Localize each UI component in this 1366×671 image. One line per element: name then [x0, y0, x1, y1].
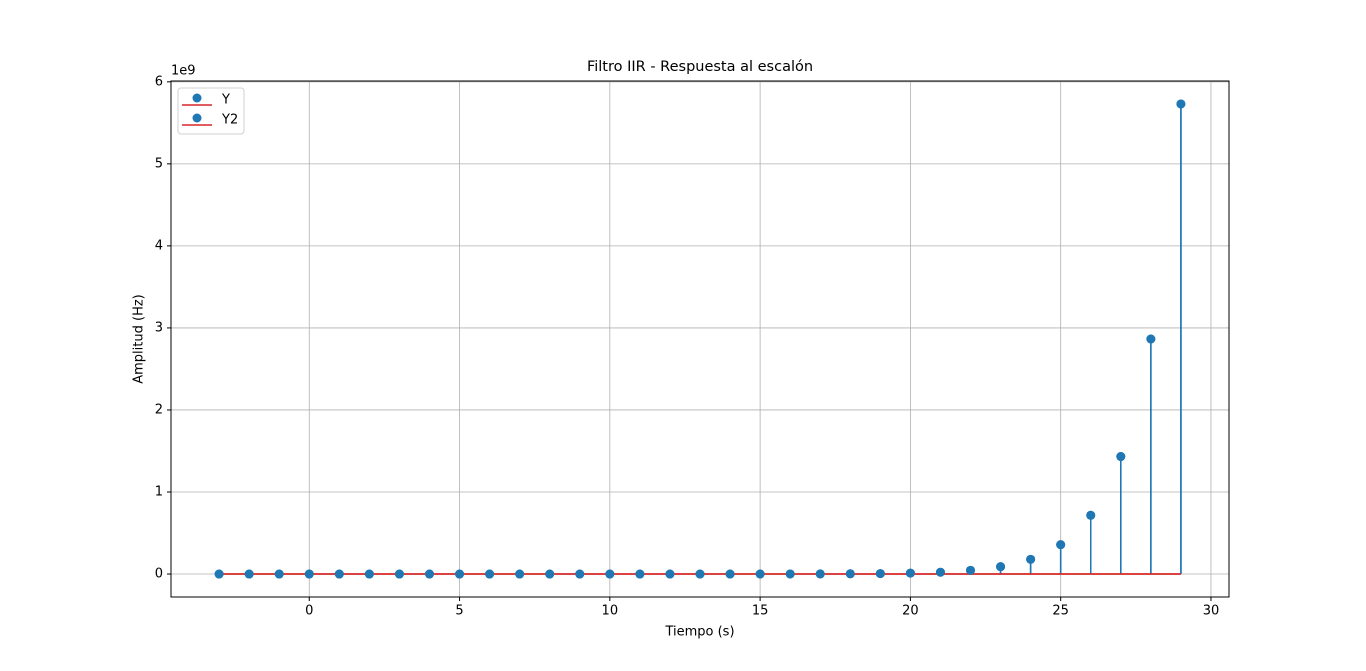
x-tick-label: 15	[752, 604, 769, 619]
stem-marker	[815, 569, 825, 579]
stem-marker	[214, 569, 224, 579]
legend-marker	[192, 113, 202, 123]
y-tick-label: 3	[155, 320, 163, 335]
y-tick-label: 5	[155, 156, 163, 171]
y-tick-label: 4	[155, 238, 163, 253]
y-tick-label: 1	[155, 484, 163, 499]
stem-marker	[515, 569, 525, 579]
y-axis-label: Amplitud (Hz)	[132, 294, 147, 384]
x-tick-label: 20	[902, 604, 919, 619]
y-tick-label: 6	[155, 74, 163, 89]
stem-marker	[905, 568, 915, 578]
x-tick-label: 25	[1052, 604, 1069, 619]
stem-marker	[605, 569, 615, 579]
stem-marker	[725, 569, 735, 579]
stem-marker	[635, 569, 645, 579]
chart-title: Filtro IIR - Respuesta al escalón	[587, 59, 813, 75]
stem-marker	[334, 569, 344, 579]
stem-marker	[695, 569, 705, 579]
stem-marker	[875, 569, 885, 579]
x-tick-label: 30	[1203, 604, 1220, 619]
stem-marker	[785, 569, 795, 579]
legend-label: Y	[221, 93, 230, 108]
y-tick-label: 2	[155, 402, 163, 417]
stem-marker	[455, 569, 465, 579]
stem-marker	[424, 569, 434, 579]
stem-marker	[304, 569, 314, 579]
stem-marker	[1026, 554, 1036, 564]
legend-marker	[192, 93, 202, 103]
plot-frame	[170, 80, 1230, 598]
stem-marker	[1086, 510, 1096, 520]
legend-label: Y2	[221, 113, 238, 128]
stem-marker	[1176, 99, 1186, 109]
x-tick-label: 10	[602, 604, 619, 619]
stem-marker	[1146, 334, 1156, 344]
stem-marker	[755, 569, 765, 579]
stem-marker	[1056, 540, 1066, 550]
stem-marker	[996, 562, 1006, 572]
stem-marker	[485, 569, 495, 579]
stem-marker	[665, 569, 675, 579]
stem-marker	[274, 569, 284, 579]
y-tick-label: 0	[155, 567, 163, 582]
stem-marker	[364, 569, 374, 579]
stem-marker	[966, 565, 976, 575]
x-tick-label: 0	[305, 604, 313, 619]
stem-marker	[244, 569, 254, 579]
stem-marker	[1116, 452, 1126, 462]
stem-marker	[935, 567, 945, 577]
stem-marker	[394, 569, 404, 579]
y-offset-label: 1e9	[171, 64, 196, 79]
stem-marker	[575, 569, 585, 579]
x-axis-label: Tiempo (s)	[664, 625, 734, 640]
x-tick-label: 5	[455, 604, 463, 619]
stem-marker	[845, 569, 855, 579]
stem-marker	[545, 569, 555, 579]
